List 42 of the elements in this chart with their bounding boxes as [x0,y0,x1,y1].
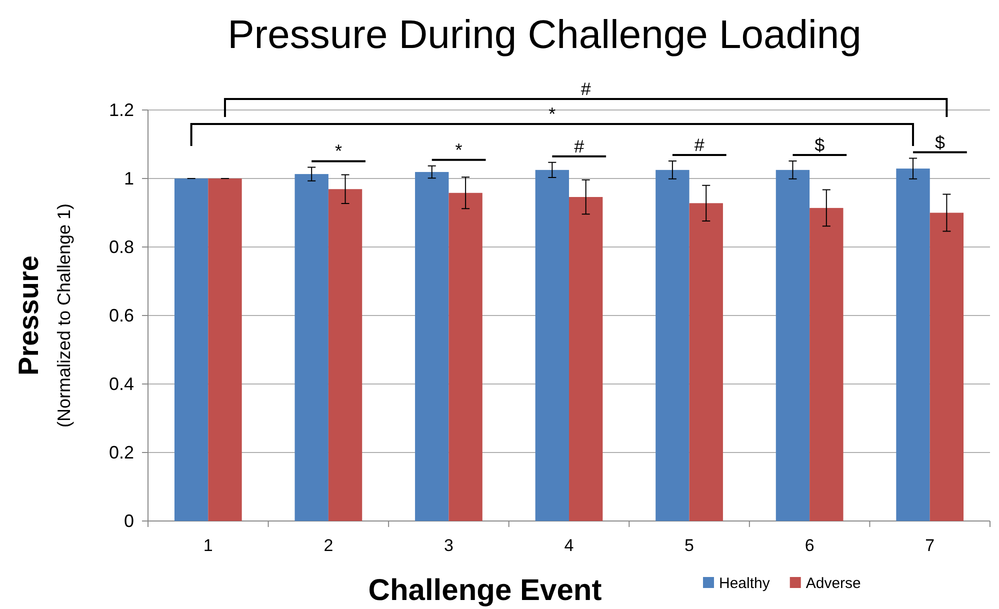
x-tick-label: 5 [684,536,694,556]
y-tick-label: 0.6 [108,305,134,326]
text: # [580,79,591,99]
annotation: $ [934,132,945,152]
x-axis-title: Challenge Event [368,574,602,607]
bar [294,174,328,521]
y-tick-label: 0.2 [108,442,134,462]
annotation: * [335,141,342,162]
bar [174,178,208,521]
y-tick-label: 0 [124,510,134,531]
y-tick-label: 0.4 [108,374,134,394]
text: (Normalized to Challenge 1) [54,203,74,428]
annotation: # [574,136,584,156]
annotation: * [548,104,556,124]
bar [656,170,690,521]
chart-title: Pressure During Challenge Loading [228,13,862,57]
bar [535,170,569,521]
y-tick-label: 0.8 [108,236,134,257]
y-tick-label: 1.2 [108,100,134,120]
bar [448,192,482,521]
y-axis-title: Pressure [13,256,44,376]
bar [569,196,603,521]
x-tick-label: 3 [444,536,454,556]
x-tick-label: 1 [203,536,213,556]
legend-label: Adverse [806,575,861,592]
y-tick-label: 1 [124,168,134,188]
bar [208,178,242,521]
legend-label: Healthy [719,575,770,592]
bar [930,212,964,521]
bar [689,203,723,521]
annotation: # [694,135,704,156]
bar [776,170,810,521]
bar [328,189,362,521]
x-tick-label: 4 [564,536,574,556]
bar [810,208,844,521]
x-tick-label: 2 [324,536,334,556]
annotation: * [455,140,462,160]
x-tick-label: 7 [925,536,935,556]
x-tick-label: 6 [804,536,814,556]
bar [896,168,930,521]
annotation: $ [814,135,825,156]
bar [415,172,449,521]
